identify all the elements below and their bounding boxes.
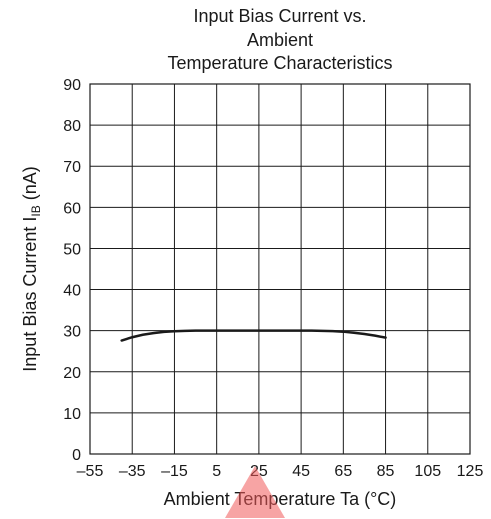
y-axis-label: Input Bias Current IIB (nA) — [20, 166, 43, 371]
series-line-bias-current — [120, 329, 387, 342]
y-tick-label: 90 — [63, 77, 81, 94]
chart-title-line-2: Ambient — [246, 30, 314, 50]
y-tick-label: 0 — [72, 447, 81, 464]
y-tick-label: 20 — [63, 365, 81, 382]
grid-lines — [89, 83, 471, 455]
x-tick-label: 105 — [414, 463, 441, 480]
x-tick-label: 25 — [250, 463, 268, 480]
x-tick-labels: –55 –35 –15 5 25 45 65 85 105 125 — [77, 463, 484, 480]
y-tick-label: 80 — [63, 118, 81, 135]
x-tick-label: 5 — [212, 463, 221, 480]
x-tick-label: 45 — [292, 463, 310, 480]
y-tick-label: 30 — [63, 324, 81, 341]
x-tick-label: –15 — [161, 463, 188, 480]
chart-title-line-1: Input Bias Current vs. — [193, 6, 367, 26]
plot-frame — [89, 83, 471, 455]
chart-title-line-3: Temperature Characteristics — [167, 53, 393, 73]
x-tick-label: 65 — [334, 463, 352, 480]
y-tick-label: 50 — [63, 241, 81, 258]
x-tick-label: –55 — [77, 463, 104, 480]
x-tick-label: –35 — [119, 463, 146, 480]
y-tick-label: 40 — [63, 283, 81, 300]
y-tick-label: 10 — [63, 406, 81, 423]
x-tick-label: 125 — [457, 463, 484, 480]
x-axis-label: Ambient Temperature Ta (°C) — [164, 489, 397, 509]
y-tick-label: 70 — [63, 159, 81, 176]
y-tick-label: 60 — [63, 200, 81, 217]
x-tick-label: 85 — [377, 463, 395, 480]
y-tick-labels: 0 10 20 30 40 50 60 70 80 90 — [63, 77, 81, 464]
